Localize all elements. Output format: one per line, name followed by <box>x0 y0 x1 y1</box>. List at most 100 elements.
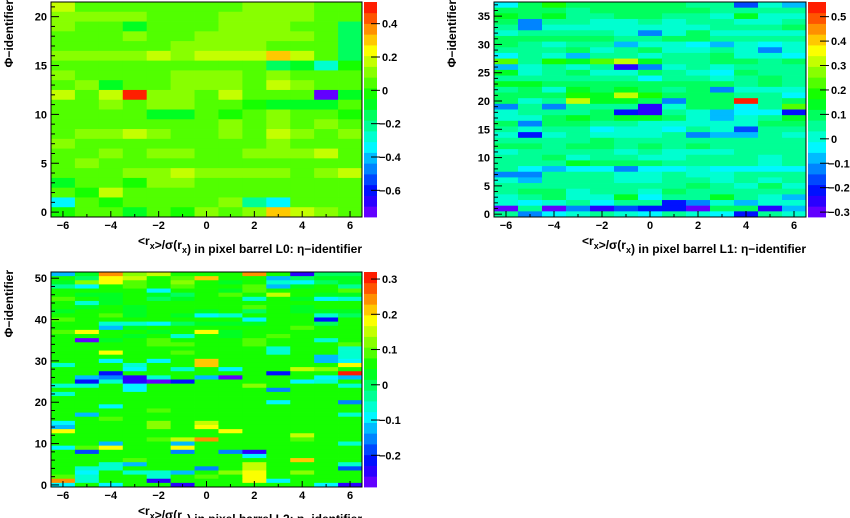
heatmap-cell <box>170 362 195 368</box>
heatmap-cell <box>638 2 663 9</box>
heatmap-cell <box>290 383 315 389</box>
heatmap-cell <box>662 13 687 20</box>
heatmap-cell <box>170 177 195 189</box>
heatmap-cell <box>98 197 124 208</box>
heatmap-cell <box>338 80 363 91</box>
heatmap-cell <box>338 11 363 22</box>
heatmap-cell <box>51 31 76 42</box>
heatmap-cell <box>542 132 567 139</box>
heatmap-cell <box>314 400 339 405</box>
color-scale-band <box>364 379 377 391</box>
heatmap-cell <box>662 7 687 14</box>
heatmap-cell <box>218 387 243 393</box>
heatmap-cell <box>662 177 687 184</box>
heatmap-cell <box>314 284 339 289</box>
heatmap-cell <box>242 119 267 130</box>
heatmap-cell <box>194 441 219 447</box>
heatmap-cell <box>194 272 219 277</box>
heatmap-cell <box>170 416 195 422</box>
heatmap-cell <box>242 129 267 140</box>
heatmap-cell <box>338 383 363 389</box>
heatmap-cell <box>290 321 315 327</box>
heatmap-cell <box>734 69 759 76</box>
heatmap-cell <box>51 375 76 380</box>
heatmap-cell <box>710 137 735 144</box>
heatmap-cell <box>170 338 195 343</box>
heatmap-cell <box>218 288 243 294</box>
heatmap-cell <box>218 317 243 323</box>
heatmap-cell <box>122 474 148 480</box>
heatmap-cell <box>314 11 339 22</box>
heatmap-cell <box>194 470 219 475</box>
heatmap-cell <box>758 149 783 156</box>
heatmap-cell <box>590 171 615 178</box>
heatmap-cell <box>290 416 315 422</box>
heatmap-cell <box>51 429 76 434</box>
heatmap-cell <box>314 272 339 277</box>
heatmap-cell <box>218 375 243 380</box>
heatmap-cell <box>338 412 363 418</box>
heatmap-cell <box>614 126 639 133</box>
heatmap-cell <box>218 21 243 32</box>
heatmap-cell <box>338 466 363 471</box>
heatmap-cell <box>242 474 267 480</box>
heatmap-cell <box>542 115 567 122</box>
heatmap-cell <box>542 126 567 133</box>
heatmap-cell <box>662 109 687 116</box>
heatmap-cell <box>74 338 100 343</box>
heatmap-cell <box>590 120 615 127</box>
heatmap-cell <box>314 317 339 323</box>
heatmap-cell <box>638 7 663 14</box>
heatmap-cell <box>614 81 639 88</box>
heatmap-cell <box>218 50 243 62</box>
heatmap-cell <box>542 64 567 71</box>
heatmap-cell <box>98 412 124 418</box>
heatmap-cell <box>662 194 687 201</box>
heatmap-cell <box>638 137 663 144</box>
heatmap-cell <box>51 338 76 343</box>
heatmap-cell <box>98 276 124 281</box>
heatmap-cell <box>590 86 615 93</box>
heatmap-cell <box>218 466 243 471</box>
heatmap-cell <box>122 50 148 62</box>
heatmap-cell <box>638 109 663 116</box>
heatmap-cell <box>290 379 315 385</box>
heatmap-cell <box>122 396 148 401</box>
heatmap-cell <box>782 13 807 20</box>
heatmap-cell <box>74 445 100 451</box>
heatmap-cell <box>662 115 687 122</box>
heatmap-cell <box>338 70 363 81</box>
heatmap-cell <box>734 126 759 133</box>
heatmap-cell <box>146 449 172 455</box>
heatmap-cell <box>98 346 124 351</box>
heatmap-cell <box>290 404 315 409</box>
heatmap-cell <box>218 148 243 159</box>
heatmap-cell <box>122 383 148 389</box>
color-scale-band <box>808 77 826 89</box>
heatmap-cell <box>74 462 100 467</box>
heatmap-cell <box>782 75 807 82</box>
heatmap-cell <box>566 137 591 144</box>
heatmap-cell <box>338 346 363 351</box>
heatmap-cell <box>170 158 195 169</box>
heatmap-cell <box>170 437 195 442</box>
heatmap-cell <box>98 158 124 169</box>
heatmap-cell <box>338 354 363 360</box>
heatmap-cell <box>314 416 339 422</box>
heatmap-cell <box>218 109 243 120</box>
heatmap-cell <box>710 171 735 178</box>
heatmap-cell <box>146 300 172 306</box>
heatmap-cell <box>218 325 243 331</box>
heatmap-cell <box>710 183 735 190</box>
heatmap-cell <box>170 325 195 331</box>
heatmap-cell <box>242 272 267 277</box>
heatmap-cell <box>266 346 291 351</box>
heatmap-cell <box>290 453 315 459</box>
heatmap-cell <box>194 416 219 422</box>
heatmap-cell <box>638 13 663 20</box>
heatmap-cell <box>146 60 172 71</box>
heatmap-cell <box>170 379 195 385</box>
heatmap-cell <box>51 288 76 294</box>
heatmap-cell <box>662 58 687 65</box>
heatmap-cell <box>170 441 195 447</box>
